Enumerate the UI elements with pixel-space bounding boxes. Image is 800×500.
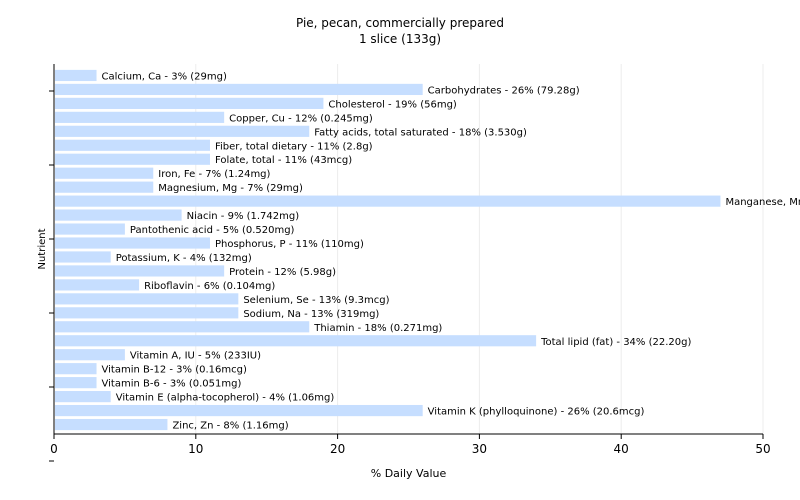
data-label: Niacin - 9% (1.742mg) [187, 211, 300, 222]
data-label: Copper, Cu - 12% (0.245mg) [229, 113, 373, 124]
bar [55, 125, 310, 137]
bar [55, 363, 97, 375]
data-label: Manganese, Mn - 47% (0.944mg) [725, 197, 800, 208]
bar [55, 139, 210, 151]
bar [55, 237, 210, 249]
data-label: Selenium, Se - 13% (9.3mcg) [243, 295, 389, 306]
data-label: Carbohydrates - 26% (79.28g) [428, 85, 580, 96]
data-label: Zinc, Zn - 8% (1.16mg) [172, 421, 288, 432]
bar [55, 335, 537, 347]
bar [55, 209, 182, 221]
data-label: Fiber, total dietary - 11% (2.8g) [215, 141, 373, 152]
data-label: Fatty acids, total saturated - 18% (3.53… [314, 127, 527, 138]
bar [55, 223, 125, 235]
bar [55, 307, 239, 319]
data-label: Vitamin B-12 - 3% (0.16mcg) [102, 365, 247, 376]
bar [55, 293, 239, 305]
chart-subtitle: 1 slice (133g) [358, 32, 442, 46]
bar [55, 69, 97, 82]
bar [55, 153, 210, 165]
bar [55, 251, 111, 263]
bar [55, 391, 111, 403]
bar [55, 265, 225, 277]
data-label: Folate, total - 11% (43mcg) [215, 155, 352, 166]
x-tick-label: 20 [330, 442, 345, 456]
bar [55, 404, 423, 417]
chart-title: Pie, pecan, commercially prepared [295, 16, 505, 30]
bar [55, 83, 423, 96]
data-label: Magnesium, Mg - 7% (29mg) [158, 183, 303, 194]
x-tick-label: 30 [472, 442, 487, 456]
data-label: Iron, Fe - 7% (1.24mg) [158, 169, 270, 180]
bar [55, 167, 154, 179]
x-axis-label: % Daily Value [371, 467, 447, 480]
data-label: Sodium, Na - 13% (319mg) [243, 309, 379, 320]
y-axis-label: Nutrient [37, 228, 48, 269]
data-label: Vitamin B-6 - 3% (0.051mg) [102, 379, 242, 390]
bar [55, 349, 125, 361]
data-label: Pantothenic acid - 5% (0.520mg) [130, 225, 295, 236]
data-label: Vitamin A, IU - 5% (233IU) [130, 351, 261, 362]
bar [55, 377, 97, 389]
bar [55, 195, 721, 207]
data-label: Protein - 12% (5.98g) [229, 267, 336, 278]
data-label: Calcium, Ca - 3% (29mg) [102, 71, 227, 82]
data-label: Cholesterol - 19% (56mg) [328, 99, 457, 110]
x-tick-label: 50 [755, 442, 770, 456]
bar [55, 97, 324, 109]
data-label: Potassium, K - 4% (132mg) [116, 253, 252, 264]
data-label: Phosphorus, P - 11% (110mg) [215, 239, 364, 250]
data-label: Riboflavin - 6% (0.104mg) [144, 281, 275, 292]
data-label: Thiamin - 18% (0.271mg) [313, 323, 442, 334]
bar [55, 111, 225, 123]
x-tick-label: 10 [188, 442, 203, 456]
bar [55, 279, 140, 291]
data-label: Vitamin K (phylloquinone) - 26% (20.6mcg… [428, 407, 645, 418]
bar [55, 321, 310, 333]
x-tick-label: 0 [50, 442, 58, 456]
data-label: Vitamin E (alpha-tocopherol) - 4% (1.06m… [116, 393, 335, 404]
data-label: Total lipid (fat) - 34% (22.20g) [540, 337, 691, 348]
bar [55, 181, 154, 193]
x-tick-label: 40 [614, 442, 629, 456]
bar [55, 418, 168, 431]
